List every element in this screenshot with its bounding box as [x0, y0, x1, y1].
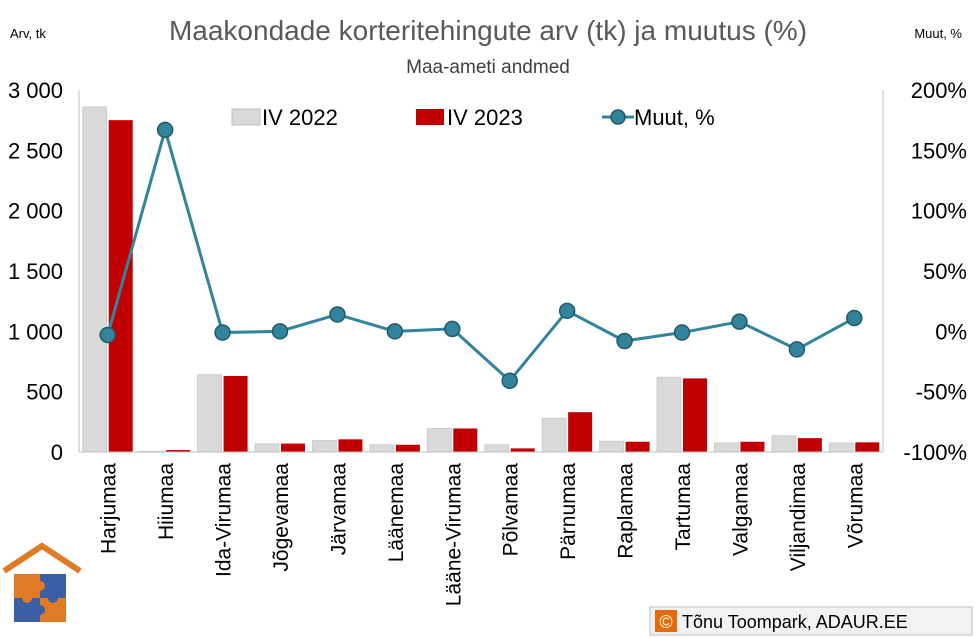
bar-iv-2022	[254, 443, 280, 453]
category-label: Tartumaa	[672, 463, 695, 551]
bar-iv-2022	[82, 106, 108, 453]
category-label: Harjumaa	[98, 463, 121, 554]
change-line-series	[99, 121, 863, 390]
left-tick-label: 2 000	[8, 199, 63, 224]
change-point	[444, 320, 461, 338]
legend-label-iv-2023: IV 2023	[447, 105, 523, 130]
change-point	[386, 323, 404, 340]
bar-iv-2022	[771, 435, 797, 453]
change-line	[106, 128, 856, 383]
change-point	[214, 324, 231, 341]
legend-label-change: Muut, %	[634, 105, 715, 130]
category-label: Järvamaa	[327, 463, 350, 556]
legend-swatch-iv-2023	[416, 109, 444, 125]
bar-iv-2022	[828, 442, 854, 453]
bar-iv-2022	[599, 440, 624, 453]
change-point	[558, 302, 576, 320]
bar-iv-2023	[510, 448, 535, 452]
change-point	[271, 323, 289, 340]
bar-iv-2023	[338, 439, 363, 452]
right-tick-label: 50%	[923, 259, 967, 284]
chart-title: Maakondade korteritehingute arv (tk) ja …	[169, 15, 807, 46]
change-point	[616, 332, 633, 350]
copyright-symbol-box	[655, 610, 677, 632]
change-point	[329, 306, 346, 323]
change-point	[673, 324, 691, 341]
bar-iv-2022	[541, 417, 567, 453]
change-point	[846, 309, 863, 327]
right-tick-label: 150%	[911, 138, 967, 163]
left-tick-label: 0	[51, 440, 63, 465]
bar-iv-2023	[223, 375, 248, 452]
right-tick-label: 200%	[911, 78, 967, 103]
category-label: Ida-Virumaa	[213, 463, 236, 577]
right-tick-label: 0%	[935, 319, 967, 344]
copyright-symbol: ©	[659, 612, 672, 632]
category-labels: Harjumaa Hiiumaa Ida-Virumaa Jõgevamaa Järva…	[98, 463, 868, 607]
bar-iv-2023	[568, 412, 593, 452]
bar-iv-2023	[625, 441, 650, 452]
category-label: Viljandimaa	[787, 463, 810, 571]
left-tick-label: 1 000	[8, 319, 63, 344]
category-label: Hiiumaa	[155, 463, 178, 540]
change-point	[156, 121, 174, 139]
house-puzzle-logo	[2, 542, 82, 622]
chart-subtitle: Maa-ameti andmed	[406, 57, 570, 78]
bar-iv-2022	[656, 376, 682, 453]
bar-iv-2023	[166, 450, 191, 452]
left-tick-label: 3 000	[8, 78, 63, 103]
category-label: Pärnumaa	[557, 463, 580, 560]
right-tick-label: -100%	[903, 440, 967, 465]
bar-iv-2023	[740, 441, 765, 452]
bar-iv-2022	[426, 428, 452, 453]
change-point	[788, 341, 806, 358]
change-point	[501, 372, 518, 390]
bar-iv-2023	[683, 378, 707, 452]
left-tick-label: 500	[26, 380, 63, 405]
legend-dot-marker	[610, 109, 626, 125]
legend-label-iv-2022: IV 2022	[262, 105, 338, 130]
bar-iv-2022	[714, 442, 739, 453]
category-label: Lääne-Virumaa	[442, 463, 465, 607]
left-axis-unit: Arv, tk	[10, 26, 46, 41]
left-tick-label: 1 500	[8, 259, 63, 284]
right-axis-unit: Muut, %	[914, 26, 962, 41]
bar-iv-2023	[453, 428, 478, 452]
category-label: Jõgevamaa	[270, 463, 293, 572]
legend: IV 2022 IV 2023 Muut, %	[231, 105, 715, 130]
credit-text: Tõnu Toompark, ADAUR.EE	[682, 612, 908, 632]
change-point	[731, 313, 748, 330]
bars	[82, 106, 880, 453]
category-label: Läänemaa	[385, 463, 408, 563]
bar-iv-2022	[484, 444, 510, 453]
right-tick-label: -50%	[916, 380, 967, 405]
bar-iv-2023	[855, 442, 880, 452]
axes	[78, 90, 884, 453]
bar-iv-2023	[797, 438, 822, 452]
right-axis-ticks: -100% -50% 0% 50% 100% 150% 200%	[903, 78, 967, 465]
legend-swatch-iv-2022	[231, 108, 261, 126]
category-label: Põlvamaa	[500, 463, 523, 557]
right-tick-label: 100%	[911, 199, 967, 224]
change-point	[99, 326, 116, 344]
left-tick-label: 2 500	[8, 138, 63, 163]
category-label: Raplamaa	[615, 463, 638, 559]
copyright-credit: © Tõnu Toompark, ADAUR.EE	[649, 606, 973, 636]
bar-iv-2023	[281, 443, 305, 452]
bar-iv-2023	[395, 444, 420, 452]
category-label: Võrumaa	[844, 463, 867, 549]
bar-iv-2022	[197, 374, 222, 453]
left-axis-ticks: 0 500 1 000 1 500 2 000 2 500 3 000	[8, 78, 63, 465]
bar-iv-2022	[369, 444, 395, 453]
bar-iv-2022	[312, 440, 337, 453]
category-label: Valgamaa	[729, 463, 752, 556]
